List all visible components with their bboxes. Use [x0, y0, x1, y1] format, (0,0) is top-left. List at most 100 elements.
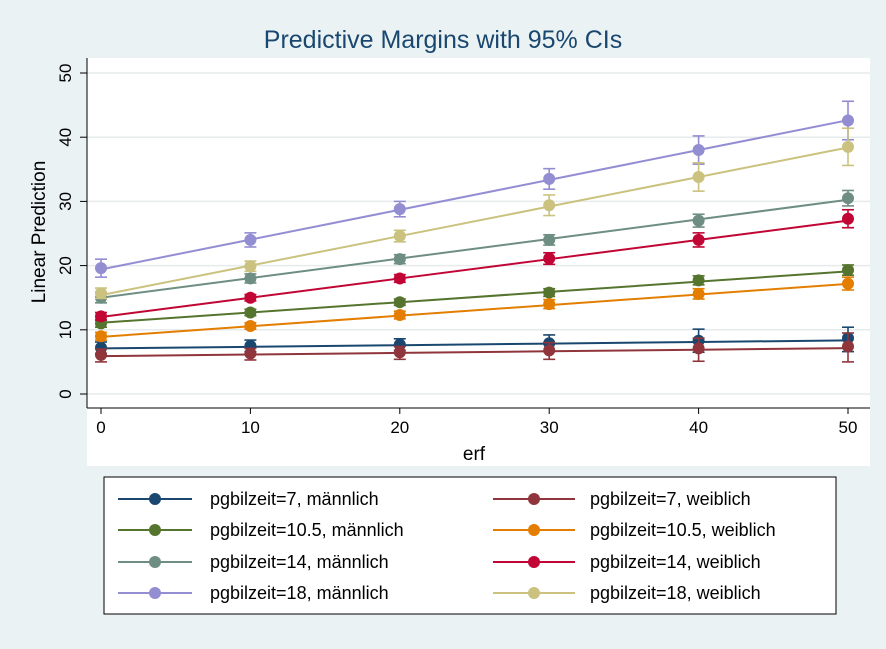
series-layer — [95, 100, 854, 363]
x-tick-label: 0 — [96, 418, 105, 437]
legend-marker — [528, 524, 540, 536]
series-line — [100, 282, 849, 338]
series-2 — [95, 264, 854, 330]
legend-label: pgbilzeit=18, weiblich — [590, 583, 761, 603]
data-point — [692, 287, 705, 300]
legend-marker — [528, 587, 540, 599]
y-tick-label: 40 — [56, 128, 75, 147]
legend-item-2: pgbilzeit=10.5, männlich — [118, 520, 404, 540]
data-point — [393, 272, 406, 285]
series-4 — [95, 189, 854, 304]
legend-item-5: pgbilzeit=14, weiblich — [493, 552, 761, 572]
legend-label: pgbilzeit=7, männlich — [210, 489, 379, 509]
legend-marker — [149, 556, 161, 568]
data-point — [692, 274, 705, 287]
data-point — [244, 291, 257, 304]
data-point — [543, 298, 556, 311]
data-point — [95, 287, 107, 300]
legend: pgbilzeit=7, männlich pgbilzeit=7, weibli… — [103, 476, 837, 615]
series-5 — [95, 208, 854, 323]
data-point — [543, 286, 556, 299]
axes: 0 10 20 30 40 50 0 10 20 30 40 50 — [56, 58, 870, 437]
series-line — [100, 146, 849, 297]
data-point — [543, 233, 556, 246]
data-point — [393, 309, 406, 322]
x-tick-label: 40 — [689, 418, 708, 437]
data-point — [393, 296, 406, 309]
data-point — [244, 306, 257, 319]
legend-label: pgbilzeit=10.5, weiblich — [590, 520, 776, 540]
series-line — [100, 347, 849, 358]
legend-label: pgbilzeit=14, männlich — [210, 552, 389, 572]
data-point — [692, 171, 705, 184]
legend-item-3: pgbilzeit=10.5, weiblich — [493, 520, 776, 540]
data-point — [692, 144, 705, 157]
legend-label: pgbilzeit=14, weiblich — [590, 552, 761, 572]
data-point — [393, 253, 406, 266]
series-line — [100, 270, 849, 324]
legend-item-4: pgbilzeit=14, männlich — [118, 552, 389, 572]
data-point — [543, 199, 556, 212]
data-point — [393, 203, 406, 216]
data-point — [692, 214, 705, 227]
series-1 — [95, 332, 854, 363]
legend-marker — [149, 524, 161, 536]
data-point — [95, 262, 107, 275]
y-tick-label: 10 — [56, 320, 75, 339]
data-point — [842, 340, 854, 353]
legend-label: pgbilzeit=18, männlich — [210, 583, 389, 603]
data-point — [95, 310, 107, 323]
data-point — [842, 114, 854, 127]
y-tick-label: 30 — [56, 192, 75, 211]
chart-title: Predictive Margins with 95% CIs — [264, 26, 622, 54]
legend-marker — [149, 493, 161, 505]
x-tick-label: 50 — [839, 418, 858, 437]
data-point — [842, 212, 854, 225]
x-axis-label: erf — [463, 444, 486, 465]
data-point — [393, 346, 406, 359]
y-axis-label: Linear Prediction — [29, 161, 50, 304]
data-point — [244, 260, 257, 273]
data-point — [95, 348, 107, 361]
legend-marker — [528, 556, 540, 568]
series-3 — [95, 276, 854, 343]
data-point — [543, 344, 556, 357]
legend-label: pgbilzeit=10.5, männlich — [210, 520, 404, 540]
data-point — [244, 319, 257, 332]
legend-label: pgbilzeit=7, weiblich — [590, 489, 751, 509]
legend-item-7: pgbilzeit=18, weiblich — [493, 583, 761, 603]
data-point — [692, 342, 705, 355]
x-tick-label: 30 — [540, 418, 559, 437]
legend-item-0: pgbilzeit=7, männlich — [118, 489, 379, 509]
grid-lines — [87, 72, 870, 395]
data-point — [95, 330, 107, 343]
legend-box — [103, 476, 837, 615]
series-line — [100, 339, 849, 350]
data-point — [842, 192, 854, 205]
data-point — [244, 347, 257, 360]
data-point — [393, 230, 406, 243]
y-tick-label: 20 — [56, 256, 75, 275]
x-tick-label: 20 — [390, 418, 409, 437]
y-tick-label: 50 — [56, 64, 75, 83]
y-tick-label: 0 — [56, 389, 75, 398]
x-tick-label: 10 — [241, 418, 260, 437]
data-point — [842, 140, 854, 153]
data-point — [244, 233, 257, 246]
series-7 — [95, 127, 854, 300]
plot-region — [87, 58, 870, 466]
data-point — [244, 272, 257, 285]
data-point — [842, 277, 854, 290]
series-line — [100, 198, 849, 299]
legend-marker — [528, 493, 540, 505]
data-point — [543, 252, 556, 265]
series-line — [100, 219, 849, 318]
series-6 — [95, 100, 854, 278]
legend-marker — [149, 587, 161, 599]
series-line — [100, 119, 849, 271]
data-point — [842, 264, 854, 277]
data-point — [543, 172, 556, 185]
legend-item-6: pgbilzeit=18, männlich — [118, 583, 389, 603]
